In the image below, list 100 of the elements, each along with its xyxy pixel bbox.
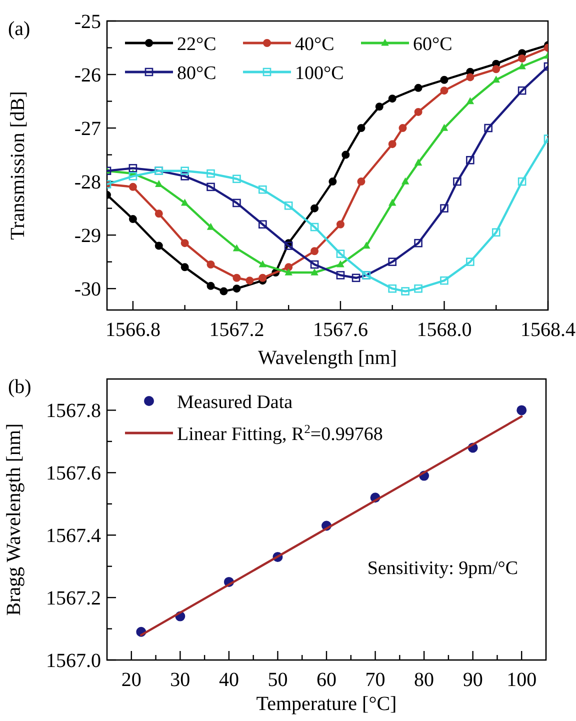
y-tick-label: 1567.0: [46, 650, 101, 672]
point: [466, 73, 474, 82]
point: [453, 177, 462, 186]
point: [232, 274, 241, 282]
y-tick-label: -26: [74, 64, 101, 87]
x-tick-label: 70: [365, 669, 386, 691]
point: [328, 178, 337, 186]
point: [492, 76, 500, 83]
legend-label: 40°C: [295, 34, 334, 55]
y-axis-title: Bragg Wavelength [nm]: [3, 423, 25, 616]
point: [310, 222, 319, 232]
point: [128, 215, 137, 224]
x-tick-label: 1568.0: [416, 319, 472, 341]
point: [206, 169, 215, 178]
point: [414, 108, 422, 116]
point: [466, 97, 474, 104]
point: [492, 228, 500, 237]
point: [388, 94, 396, 103]
point: [180, 263, 189, 272]
point: [466, 258, 474, 266]
legend-label: 22°C: [177, 34, 216, 55]
point: [206, 260, 215, 269]
point: [284, 201, 293, 210]
x-axis-title: Wavelength [nm]: [258, 347, 397, 369]
x-axis-title: Temperature [°C]: [256, 693, 397, 715]
x-tick-label: 40: [218, 669, 239, 691]
y-tick-label: 1567.4: [46, 525, 101, 548]
point: [336, 271, 345, 280]
point: [388, 284, 397, 293]
point: [440, 76, 448, 84]
point: [180, 198, 189, 206]
point: [154, 242, 163, 250]
chart-title: (b): [8, 376, 32, 398]
point: [440, 86, 448, 95]
point: [206, 182, 215, 192]
point: [414, 238, 422, 248]
point: [414, 284, 422, 293]
y-tick-label: 1567.6: [46, 462, 101, 485]
point: [232, 198, 241, 208]
point: [401, 177, 410, 184]
annotation: Sensitivity: 9pm/°C: [367, 558, 518, 579]
y-tick-label: 1567.2: [46, 588, 101, 610]
point: [516, 405, 527, 416]
x-tick-label: 50: [268, 669, 288, 691]
point: [336, 220, 344, 228]
x-tick-label: 60: [316, 669, 336, 691]
x-tick-label: 90: [462, 669, 483, 691]
point: [484, 124, 492, 132]
x-tick-label: 30: [170, 669, 190, 691]
chart-title: (a): [8, 18, 30, 40]
point: [357, 124, 366, 132]
legend-label: 80°C: [177, 63, 216, 84]
x-tick-label: 1566.8: [105, 319, 160, 341]
point: [180, 239, 189, 248]
point: [155, 180, 163, 188]
point: [518, 177, 526, 186]
point: [310, 260, 319, 269]
legend-label: Linear Fitting, R$^{2}$=0.99768: [177, 422, 383, 445]
y-tick-label: -30: [74, 278, 101, 301]
point: [232, 174, 241, 184]
point: [388, 258, 397, 266]
point: [180, 166, 189, 175]
point: [258, 260, 266, 268]
point: [388, 198, 396, 206]
point: [440, 124, 448, 131]
point: [414, 84, 422, 92]
point: [284, 263, 293, 272]
point: [258, 274, 267, 282]
point: [342, 150, 350, 159]
point: [388, 140, 396, 148]
point: [518, 54, 526, 62]
point: [310, 204, 319, 212]
x-tick-label: 20: [121, 669, 142, 691]
point: [518, 86, 526, 95]
point: [232, 284, 241, 293]
point: [336, 260, 344, 268]
point: [246, 276, 254, 285]
x-tick-label: 100: [506, 669, 537, 691]
point: [310, 247, 319, 256]
legend-label: 100°C: [295, 63, 344, 84]
point: [258, 220, 267, 229]
point: [206, 282, 215, 290]
y-axis-title: Transmission [dB]: [7, 91, 29, 240]
point: [492, 65, 500, 74]
point: [284, 242, 293, 250]
point: [220, 287, 228, 296]
point: [310, 268, 318, 276]
x-tick-label: 1568.4: [520, 319, 576, 341]
point: [336, 250, 345, 258]
point: [440, 276, 448, 285]
point: [518, 62, 526, 70]
point: [362, 242, 370, 249]
point: [128, 172, 138, 180]
point: [258, 185, 267, 194]
point: [440, 204, 448, 212]
point: [128, 182, 137, 191]
y-tick-label: -29: [74, 225, 101, 248]
legend-label: Measured Data: [177, 392, 294, 413]
x-tick-label: 1567.2: [209, 319, 264, 341]
point: [398, 124, 407, 132]
